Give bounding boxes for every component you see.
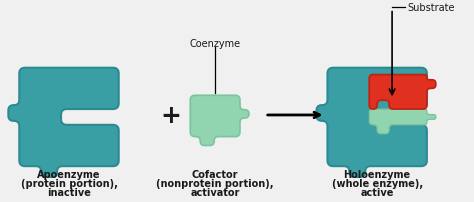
Text: +: + [160, 103, 181, 127]
Text: (nonprotein portion),: (nonprotein portion), [156, 178, 274, 188]
Text: (whole enzyme),: (whole enzyme), [332, 178, 423, 188]
Text: inactive: inactive [47, 187, 91, 197]
Polygon shape [9, 68, 118, 177]
Polygon shape [369, 109, 436, 134]
Text: Holoenzyme: Holoenzyme [344, 169, 411, 179]
Polygon shape [190, 96, 249, 146]
Text: (protein portion),: (protein portion), [20, 178, 118, 188]
Text: activator: activator [191, 187, 240, 197]
Text: active: active [361, 187, 394, 197]
Text: Substrate: Substrate [407, 3, 455, 13]
Polygon shape [317, 68, 427, 177]
Text: Apoenzyme: Apoenzyme [37, 169, 101, 179]
Polygon shape [369, 75, 436, 109]
Text: Cofactor: Cofactor [192, 169, 238, 179]
Text: Coenzyme: Coenzyme [190, 39, 241, 49]
